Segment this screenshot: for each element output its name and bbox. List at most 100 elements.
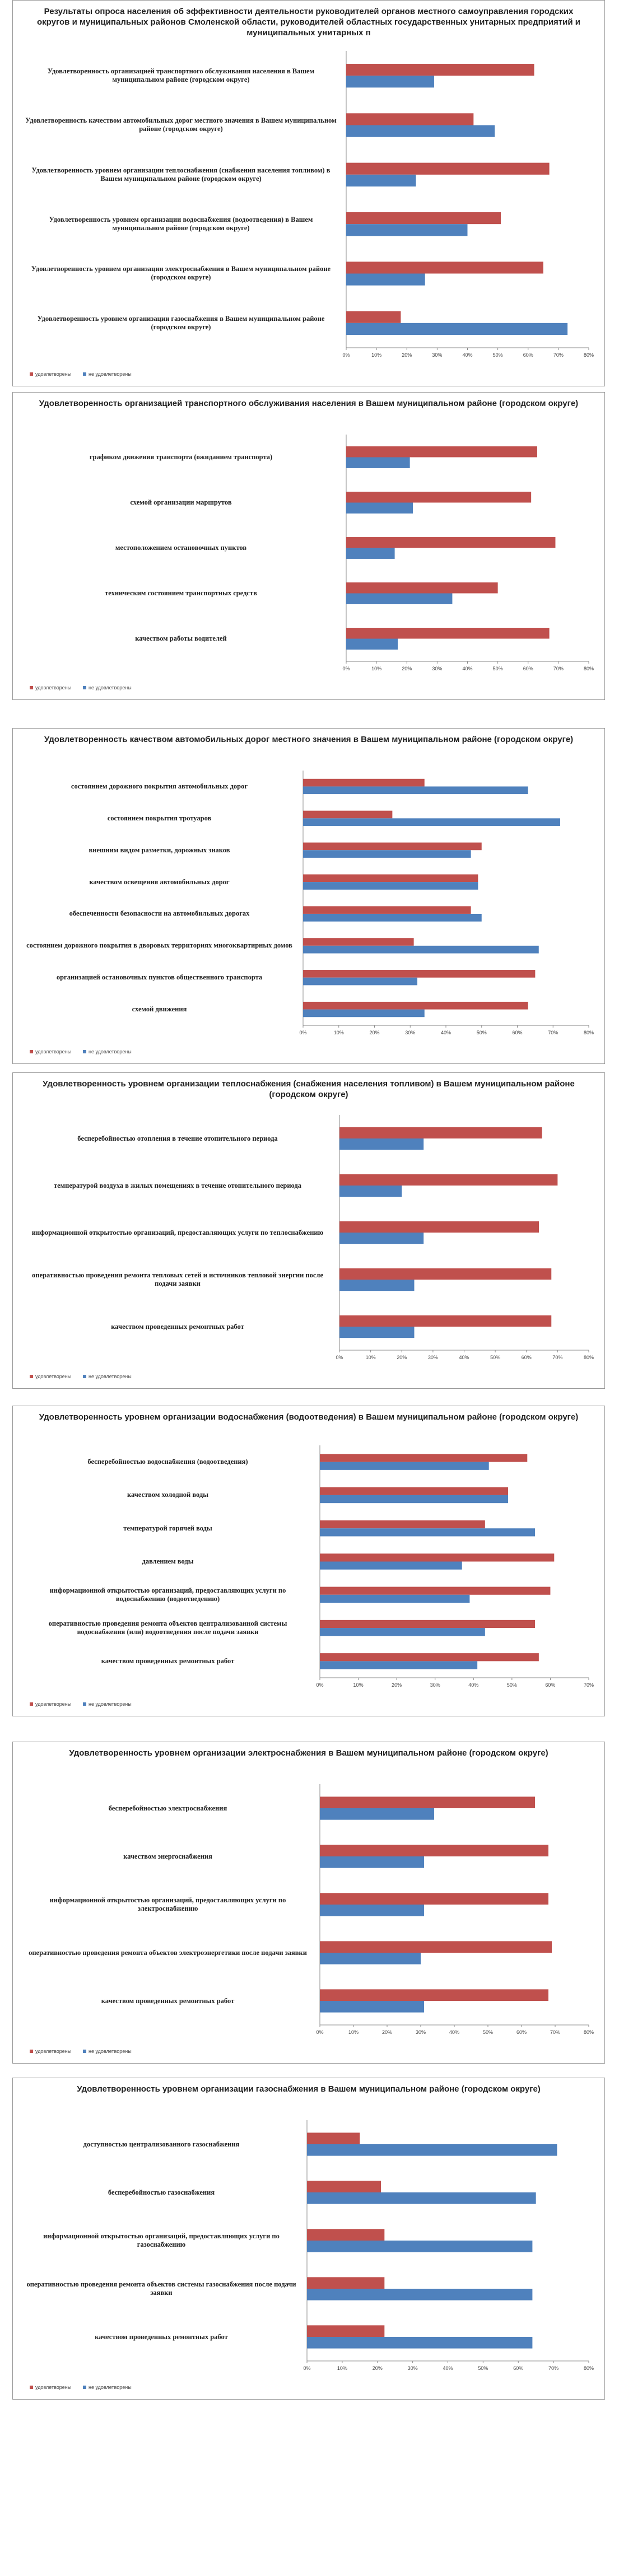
legend-swatch bbox=[30, 2386, 33, 2389]
x-tick-label: 10% bbox=[337, 2365, 347, 2371]
category-label: информационной открытостью организаций, … bbox=[49, 1896, 286, 1912]
plot bbox=[346, 51, 589, 350]
bar bbox=[339, 1327, 415, 1338]
legend-item: удовлетворены bbox=[30, 1049, 71, 1054]
bar bbox=[303, 977, 417, 986]
plot bbox=[302, 771, 589, 1028]
bar bbox=[320, 1796, 535, 1808]
legend-swatch bbox=[83, 2050, 86, 2053]
bar bbox=[307, 2241, 533, 2252]
legend-swatch bbox=[83, 1050, 86, 1053]
x-tick-label: 40% bbox=[449, 2029, 460, 2035]
legend-item: не удовлетворены bbox=[83, 1049, 132, 1054]
bar bbox=[320, 1941, 552, 1953]
bar bbox=[346, 311, 401, 323]
category-label: состоянием покрытия тротуаров bbox=[107, 814, 212, 822]
legend-swatch bbox=[30, 372, 33, 376]
bar bbox=[307, 2337, 533, 2349]
legend-item: не удовлетворены bbox=[83, 2384, 132, 2390]
chart-title: Удовлетворенность уровнем организации во… bbox=[39, 1412, 579, 1422]
x-tick-label: 50% bbox=[478, 2365, 488, 2371]
category-label: Удовлетворенность уровнем организации эл… bbox=[31, 265, 331, 282]
bar bbox=[339, 1315, 552, 1327]
bar bbox=[339, 1127, 542, 1138]
category-label: схемой организации маршрутов bbox=[130, 498, 232, 506]
legend-swatch bbox=[30, 686, 33, 689]
bar bbox=[303, 850, 471, 858]
x-tick-label: 70% bbox=[548, 1030, 559, 1035]
bar bbox=[303, 786, 528, 795]
bar bbox=[320, 1620, 535, 1628]
bar bbox=[346, 502, 413, 514]
bar bbox=[303, 906, 471, 914]
bar bbox=[303, 913, 482, 922]
x-tick-label: 60% bbox=[521, 1355, 532, 1360]
bar bbox=[320, 1553, 555, 1562]
bar bbox=[346, 446, 537, 458]
bar bbox=[346, 63, 534, 76]
legend-swatch bbox=[83, 372, 86, 376]
legend-swatch bbox=[30, 1702, 33, 1706]
bar bbox=[346, 537, 556, 548]
x-tick-label: 10% bbox=[333, 1030, 344, 1035]
x-tick-label: 20% bbox=[402, 352, 412, 358]
category-label: бесперебойностью электроснабжения bbox=[108, 1804, 227, 1812]
x-tick-label: 50% bbox=[490, 1355, 501, 1360]
category-label: схемой движения bbox=[132, 1005, 187, 1014]
x-tick-label: 70% bbox=[552, 1355, 563, 1360]
bar bbox=[303, 810, 393, 819]
x-tick-label: 30% bbox=[432, 666, 443, 671]
bar bbox=[307, 2132, 360, 2144]
bar bbox=[303, 970, 536, 978]
bar bbox=[320, 1520, 485, 1529]
bar bbox=[320, 1845, 548, 1856]
x-tick-label: 60% bbox=[523, 666, 533, 671]
legend-swatch bbox=[83, 1375, 86, 1378]
legend-swatch bbox=[30, 1375, 33, 1378]
category-label: оперативностью проведения ремонта теплов… bbox=[32, 1271, 323, 1287]
category-label: Удовлетворенность уровнем организации га… bbox=[37, 314, 325, 331]
x-tick-label: 10% bbox=[365, 1355, 376, 1360]
x-tick-label: 30% bbox=[430, 1682, 440, 1688]
legend-item: удовлетворены bbox=[30, 2048, 71, 2054]
x-tick-label: 40% bbox=[462, 352, 473, 358]
bar bbox=[346, 224, 468, 236]
x-tick-label: 60% bbox=[545, 1682, 556, 1688]
x-tick-label: 60% bbox=[512, 1030, 523, 1035]
category-label: Удовлетворенность уровнем организации во… bbox=[49, 216, 313, 232]
chart-title: Результаты опроса населения об эффективн… bbox=[36, 7, 580, 38]
category-label: температурой горячей воды bbox=[123, 1524, 212, 1532]
category-label: качеством освещения автомобильных дорог bbox=[89, 878, 230, 886]
x-tick-label: 10% bbox=[371, 666, 382, 671]
bar bbox=[303, 842, 482, 851]
bar bbox=[346, 323, 568, 335]
bar bbox=[346, 582, 498, 594]
bar bbox=[320, 1893, 548, 1905]
x-tick-label: 20% bbox=[381, 2029, 393, 2035]
bar bbox=[320, 1661, 478, 1669]
category-label: качеством проведенных ремонтных работ bbox=[101, 1656, 235, 1665]
bar bbox=[303, 1009, 425, 1018]
bar bbox=[346, 548, 395, 559]
x-tick-label: 0% bbox=[342, 666, 350, 671]
x-tick-label: 30% bbox=[407, 2365, 418, 2371]
legend-item: удовлетворены bbox=[30, 371, 71, 377]
x-tick-label: 20% bbox=[397, 1355, 407, 1360]
bar bbox=[346, 212, 501, 225]
bar bbox=[307, 2289, 533, 2300]
bar bbox=[320, 1487, 508, 1495]
legend-item: удовлетворены bbox=[30, 1374, 71, 1379]
x-tick-label: 70% bbox=[550, 2029, 561, 2035]
category-label: бесперебойностью отопления в течение ото… bbox=[77, 1134, 278, 1142]
category-label: графиком движения транспорта (ожиданием … bbox=[89, 453, 273, 461]
category-label: Удовлетворенность качеством автомобильны… bbox=[25, 116, 337, 133]
category-label: информационной открытостью организаций, … bbox=[49, 1586, 286, 1603]
bar bbox=[346, 174, 416, 187]
category-label: бесперебойностью водоснабжения (водоотве… bbox=[87, 1458, 248, 1466]
legend-item: удовлетворены bbox=[30, 2384, 71, 2390]
legend-item: удовлетворены bbox=[30, 1701, 71, 1707]
x-tick-label: 60% bbox=[516, 2029, 527, 2035]
plot bbox=[306, 2120, 589, 2363]
bar bbox=[307, 2192, 536, 2204]
category-label: качеством проведенных ремонтных работ bbox=[111, 1322, 244, 1331]
